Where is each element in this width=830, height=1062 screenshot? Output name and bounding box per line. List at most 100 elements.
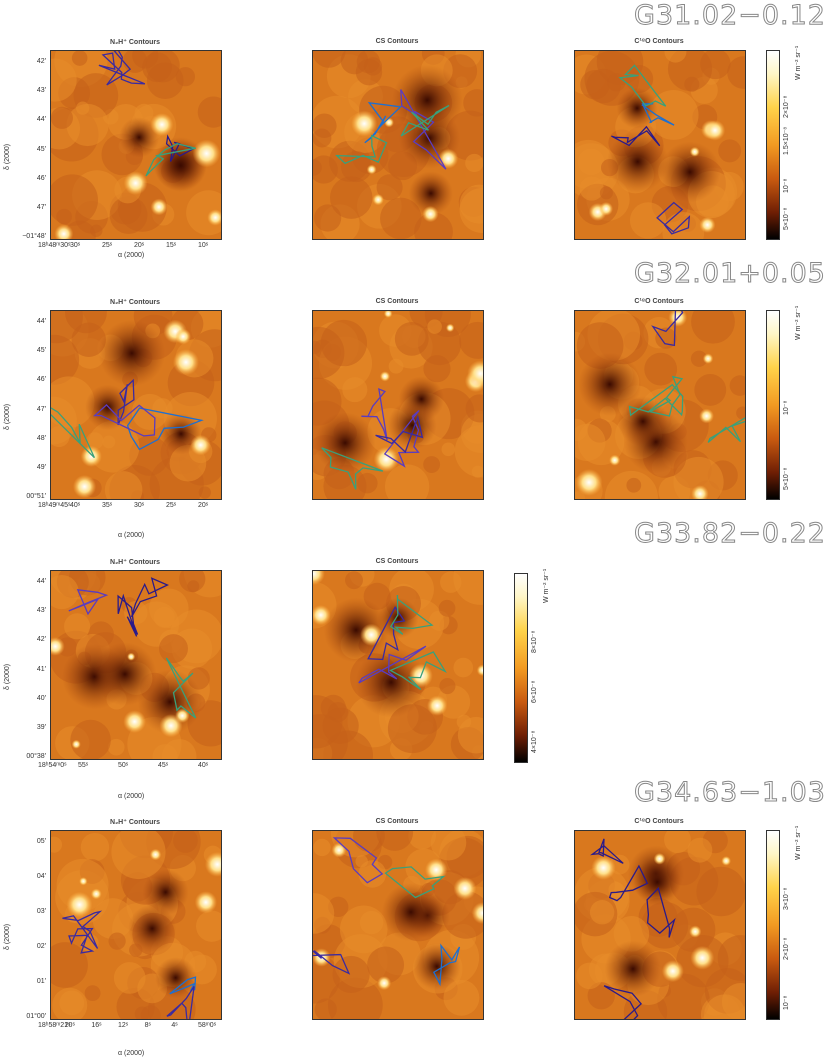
y-tick-label: 04′ xyxy=(36,873,46,880)
panel-label: C¹⁸O Contours xyxy=(634,298,684,305)
colorbar-label: 1.5×10⁻⁸ xyxy=(783,126,790,155)
x-tick-label: 18ʰ48ᵐ30ˢ xyxy=(38,242,71,249)
colorbar-label: 10⁻⁸ xyxy=(783,995,790,1010)
map-image xyxy=(575,51,745,239)
y-tick-label: 41′ xyxy=(36,665,46,673)
image-panel xyxy=(312,50,484,240)
panel-label: CS Contours xyxy=(375,558,419,565)
x-tick-label: 45ˢ xyxy=(158,762,169,769)
y-tick-label: 39′ xyxy=(36,723,46,731)
map-image xyxy=(575,311,745,499)
image-panel xyxy=(312,570,484,760)
x-tick-label: 30ˢ xyxy=(70,242,81,249)
panel-label: N₂H⁺ Contours xyxy=(110,299,160,306)
y-tick-label: 00°51′ xyxy=(26,493,46,500)
panel-label: C¹⁸O Contours xyxy=(634,818,684,825)
image-panel xyxy=(50,50,222,240)
y-tick-label: 05′ xyxy=(36,838,46,845)
colorbar-label: 4×10⁻⁸ xyxy=(531,730,538,753)
y-tick-label: 43′ xyxy=(36,87,46,95)
x-tick-label: 18ʰ49ᵐ45ˢ xyxy=(38,502,71,509)
image-panel xyxy=(50,310,222,500)
source-title: G33.82−0.22 xyxy=(634,518,826,550)
x-axis-label: α (2000) xyxy=(118,1050,145,1057)
y-tick-label: −01°48′ xyxy=(22,233,46,240)
x-tick-label: 58ᵐ0ˢ xyxy=(198,1022,217,1029)
y-tick-label: 46′ xyxy=(36,376,46,384)
colorbar-label: 8×10⁻⁸ xyxy=(531,630,538,653)
y-tick-label: 47′ xyxy=(36,203,46,211)
colorbar-label: W m⁻² sr⁻¹ xyxy=(795,45,802,80)
y-tick-label: 45′ xyxy=(36,347,46,355)
y-tick-label: 47′ xyxy=(36,405,46,413)
y-tick-label: 44′ xyxy=(36,578,46,585)
colorbar-label: W m⁻² sr⁻¹ xyxy=(795,305,802,340)
colorbar-label: 6×10⁻⁸ xyxy=(531,680,538,703)
colorbar-label: W m⁻² sr⁻¹ xyxy=(795,825,802,860)
colorbar-label: 10⁻⁸ xyxy=(783,178,790,193)
source-title: G34.63−1.03 xyxy=(634,777,826,809)
colorbar-label: 2×10⁻⁸ xyxy=(783,937,790,960)
x-tick-label: 18ʰ54ᵐ0ˢ xyxy=(38,762,67,769)
colorbar xyxy=(766,50,780,240)
x-tick-label: 25ˢ xyxy=(102,242,113,249)
source-title: G31.02−0.12 xyxy=(634,0,826,32)
x-tick-label: 55ˢ xyxy=(78,762,89,769)
x-tick-label: 8ˢ xyxy=(144,1022,151,1029)
image-panel xyxy=(50,570,222,760)
map-image xyxy=(313,51,483,239)
x-tick-label: 50ˢ xyxy=(118,762,129,769)
y-tick-label: 42′ xyxy=(36,636,46,644)
x-tick-label: 20ˢ xyxy=(134,242,145,249)
image-panel xyxy=(312,830,484,1020)
x-tick-label: 18ʰ58ᵐ21ˢ xyxy=(38,1022,71,1029)
x-axis-label: α (2000) xyxy=(118,532,145,539)
y-axis-label: δ (2000) xyxy=(4,143,11,170)
map-image xyxy=(575,831,745,1019)
panel-label: CS Contours xyxy=(375,818,419,825)
y-tick-label: 01′ xyxy=(36,978,46,985)
colorbar xyxy=(514,573,528,763)
panel-label: CS Contours xyxy=(375,38,419,45)
x-tick-label: 40ˢ xyxy=(70,502,81,509)
colorbar-label: 3×10⁻⁸ xyxy=(783,887,790,910)
y-tick-label: 00°38′ xyxy=(26,753,46,760)
y-tick-label: 44′ xyxy=(36,318,46,325)
x-tick-label: 30ˢ xyxy=(134,502,145,509)
x-tick-label: 16ˢ xyxy=(91,1022,102,1029)
x-axis-label: α (2000) xyxy=(118,252,145,259)
y-tick-label: 48′ xyxy=(36,434,46,442)
image-panel xyxy=(312,310,484,500)
y-tick-label: 02′ xyxy=(36,943,46,950)
y-tick-label: 40′ xyxy=(36,694,46,702)
y-tick-label: 46′ xyxy=(36,174,46,182)
map-image xyxy=(313,311,483,499)
x-axis-label: α (2000) xyxy=(118,793,145,800)
image-panel xyxy=(574,830,746,1020)
y-tick-label: 42′ xyxy=(36,58,46,65)
y-tick-label: 45′ xyxy=(36,145,46,153)
panel-label: N₂H⁺ Contours xyxy=(110,559,160,566)
panel-label: N₂H⁺ Contours xyxy=(110,819,160,826)
map-image xyxy=(313,831,483,1019)
map-image xyxy=(51,831,221,1019)
panel-label: N₂H⁺ Contours xyxy=(110,39,160,46)
map-image xyxy=(51,311,221,499)
y-axis-label: δ (2000) xyxy=(4,403,11,430)
x-tick-label: 12ˢ xyxy=(118,1022,129,1029)
image-panel xyxy=(574,310,746,500)
colorbar-label: 5×10⁻⁸ xyxy=(783,467,790,490)
x-tick-label: 25ˢ xyxy=(166,502,177,509)
panel-label: C¹⁸O Contours xyxy=(634,38,684,45)
x-tick-label: 20ˢ xyxy=(198,502,209,509)
x-tick-label: 40ˢ xyxy=(198,762,209,769)
map-image xyxy=(51,571,221,759)
y-tick-label: 03′ xyxy=(36,908,46,915)
image-panel xyxy=(574,50,746,240)
x-tick-label: 35ˢ xyxy=(102,502,113,509)
colorbar xyxy=(766,310,780,500)
map-image xyxy=(51,51,221,239)
panel-label: CS Contours xyxy=(375,298,419,305)
y-tick-label: 01°00′ xyxy=(26,1013,46,1020)
x-tick-label: 20ˢ xyxy=(64,1022,75,1029)
